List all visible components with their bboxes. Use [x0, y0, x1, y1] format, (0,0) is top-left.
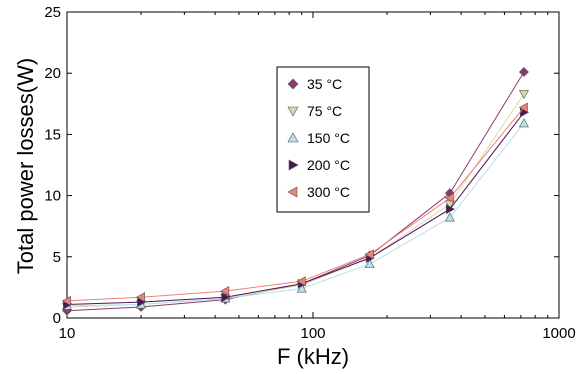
- legend-label: 200 °C: [307, 157, 350, 173]
- x-tick-label: 100: [300, 325, 325, 342]
- data-point: [364, 259, 375, 269]
- legend-label: 35 °C: [307, 76, 342, 92]
- legend: 35 °C 75 °C 150 °C 200 °C 300 °C: [276, 66, 370, 213]
- data-point: [221, 292, 231, 303]
- data-point: [518, 90, 529, 100]
- legend-marker: [287, 78, 299, 90]
- legend-marker: [287, 132, 299, 143]
- data-point: [296, 283, 307, 293]
- legend-label: 150 °C: [307, 130, 350, 146]
- y-axis-label: Total power losses(W): [13, 58, 38, 274]
- legend-marker: [288, 159, 299, 171]
- legend-marker: [287, 106, 299, 117]
- data-point: [444, 212, 455, 222]
- y-tick-label: 20: [44, 65, 61, 82]
- data-point: [220, 286, 230, 297]
- legend-label: 300 °C: [307, 184, 350, 200]
- data-point: [518, 118, 529, 128]
- y-tick-label: 25: [44, 4, 61, 21]
- y-tick-label: 15: [44, 126, 61, 143]
- data-point: [444, 193, 454, 204]
- legend-marker: [287, 186, 298, 198]
- x-tick-label: 1000: [542, 325, 575, 342]
- y-tick-label: 5: [53, 249, 61, 266]
- legend-label: 75 °C: [307, 103, 342, 119]
- data-point: [364, 249, 374, 260]
- data-point: [445, 204, 455, 215]
- data-point: [135, 292, 145, 303]
- data-point: [518, 102, 528, 113]
- y-tick-label: 0: [53, 310, 61, 327]
- y-tick-label: 10: [44, 188, 61, 205]
- data-point: [61, 295, 71, 306]
- data-point: [296, 276, 306, 287]
- x-axis-label: F (kHz): [277, 344, 349, 369]
- x-tick-label: 10: [59, 325, 76, 342]
- data-point: [518, 67, 529, 77]
